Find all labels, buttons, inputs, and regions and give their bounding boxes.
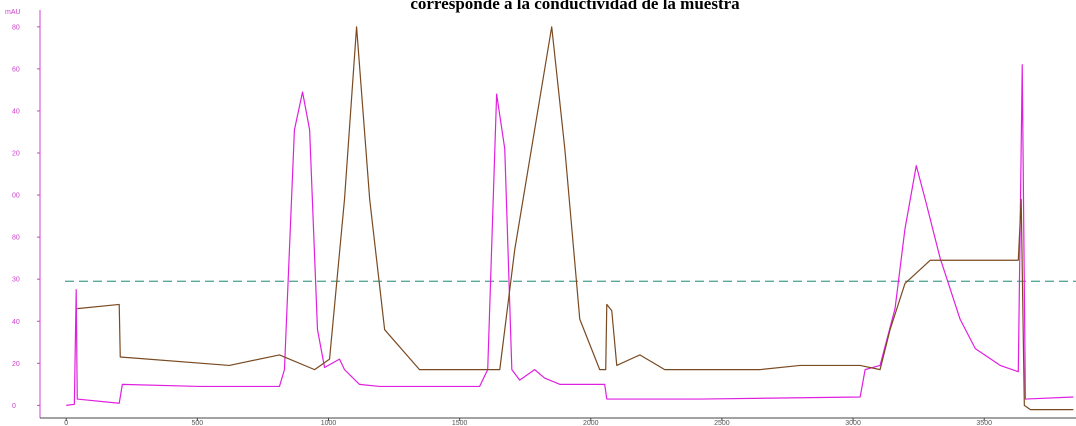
y-tick-label: 20: [12, 151, 20, 158]
x-tick-label: 3000: [845, 420, 861, 426]
x-tick-label: 500: [192, 420, 204, 426]
y-tick-label: 80: [12, 24, 20, 31]
y-tick-label: 20: [12, 361, 20, 368]
series-line: [77, 26, 1074, 411]
chart-title: corresponde a la conductividad de la mue…: [410, 0, 740, 13]
x-tick-label: 1000: [321, 420, 337, 426]
series-line: [66, 64, 1074, 406]
y-tick-label: 0: [12, 403, 16, 410]
y-tick-label: 40: [12, 319, 20, 326]
y-tick-label: 40: [12, 108, 20, 115]
x-tick-label: 0: [64, 420, 68, 426]
x-tick-label: 2500: [714, 420, 730, 426]
x-tick-label: 3500: [976, 420, 992, 426]
y-tick-label: 30: [12, 277, 20, 284]
y-tick-label: 60: [12, 66, 20, 73]
y-tick-label: 80: [12, 235, 20, 242]
y-tick-label: 00: [12, 193, 20, 200]
y-axis-label: mAU: [5, 9, 21, 16]
x-tick-label: 1500: [452, 420, 468, 426]
x-tick-label: 2000: [583, 420, 599, 426]
